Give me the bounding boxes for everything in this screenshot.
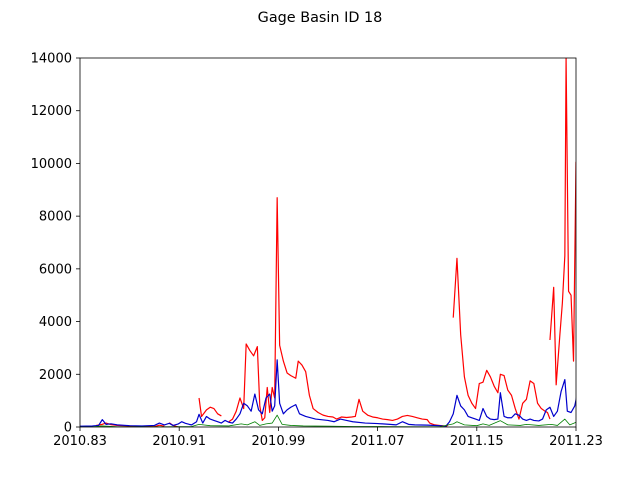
- x-tick-label: 2011.15: [450, 434, 504, 449]
- series-red-line-2: [198, 397, 222, 418]
- y-tick-label: 10000: [31, 157, 72, 172]
- series-red-line-5: [452, 257, 551, 420]
- y-tick-label: 6000: [39, 262, 72, 277]
- y-tick-label: 8000: [39, 210, 72, 225]
- series-red-line-3: [228, 197, 445, 427]
- y-tick-label: 2000: [39, 368, 72, 383]
- x-tick-label: 2010.91: [152, 434, 206, 449]
- y-tick-label: 14000: [31, 52, 72, 67]
- series-red-line-6: [549, 58, 576, 386]
- x-tick-label: 2010.83: [53, 434, 107, 449]
- y-tick-label: 4000: [39, 315, 72, 330]
- x-tick-label: 2010.99: [252, 434, 306, 449]
- x-tick-label: 2011.07: [351, 434, 405, 449]
- series-green-line-0: [80, 414, 576, 427]
- chart-title: Gage Basin ID 18: [258, 10, 383, 26]
- y-tick-label: 12000: [31, 104, 72, 119]
- plot-frame: [79, 57, 577, 428]
- plot-area: 2010.83 2010.91 2010.99 2011.07 2011.15 2011.…: [31, 52, 603, 450]
- series-blue-line-0: [80, 359, 576, 427]
- x-tick-label: 2011.23: [549, 434, 603, 449]
- y-tick-label: 0: [64, 421, 72, 436]
